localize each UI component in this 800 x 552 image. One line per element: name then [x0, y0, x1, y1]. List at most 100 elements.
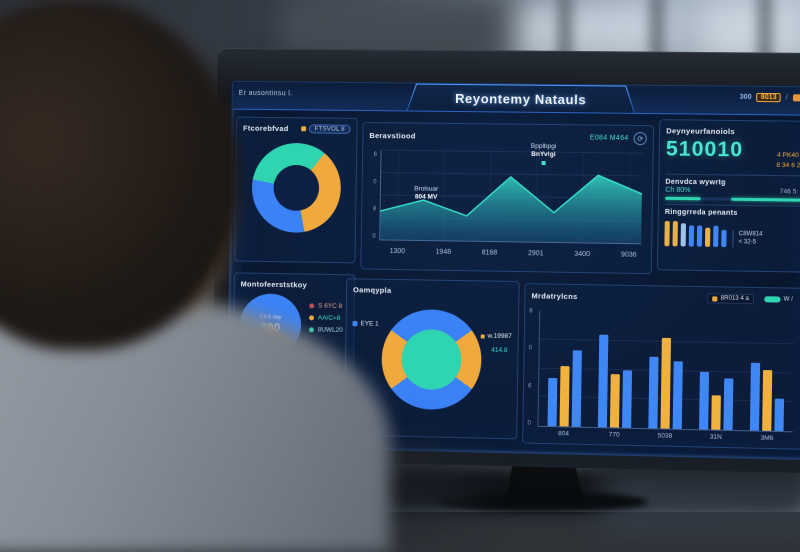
legend-label: AA/C=8: [317, 314, 341, 322]
window-frame: [652, 0, 662, 100]
kpi-value: 510010: [665, 137, 744, 162]
dashboard: Er ausontinsu l. Reyontemy Natauls 300 8…: [227, 81, 800, 459]
mini-bar: [704, 227, 711, 247]
legend-item-orange[interactable]: 8R013 4 a: [707, 293, 755, 305]
bar[interactable]: [774, 398, 785, 432]
topbar-badge[interactable]: 8013: [756, 92, 781, 103]
area-chart-title: Beravstiood: [369, 131, 416, 141]
subsection-left-value: Ch 80%: [665, 186, 691, 194]
legend-label: 8UWL20: [317, 326, 343, 334]
chart-annotation-top: Bpplbpgi BnYv!gi: [531, 143, 556, 165]
svg-text:9036: 9036: [621, 252, 637, 259]
topbar-title-frame: Reyontemy Natauls: [406, 84, 635, 114]
filter-pill[interactable]: FTSVOL 8: [308, 124, 351, 134]
pie-panel-title: Montofeerststkoy: [240, 279, 308, 290]
bar-chart-legend: 8R013 4 a W /: [707, 293, 797, 305]
bar[interactable]: [723, 378, 734, 431]
donut2-chart[interactable]: [380, 308, 483, 411]
legend-item-teal[interactable]: W /: [760, 295, 797, 304]
bar-category-label: 804: [558, 430, 570, 438]
page-title: Reyontemy Natauls: [454, 90, 587, 107]
bar[interactable]: [559, 366, 570, 427]
bar-chart[interactable]: 804 770 5038 31N 3M6: [537, 310, 795, 442]
bar[interactable]: [547, 377, 557, 427]
legend-item[interactable]: S 6YC 8: [309, 302, 343, 310]
chart-annotation-mid: Brolsuar 804 MV: [414, 185, 439, 202]
mini-bar: [721, 230, 727, 247]
bar[interactable]: [711, 394, 722, 430]
progress-bar: [665, 196, 800, 202]
bar[interactable]: [750, 363, 761, 431]
legend-dot-icon: [309, 303, 315, 309]
mini-bar: [713, 225, 719, 247]
subsection-title: Denvdca wywrtg: [665, 178, 726, 187]
mini-bar: [688, 225, 695, 247]
donut2-title: Oamqypla: [352, 285, 392, 295]
panel-area-chart: Beravstiood E084 M464 ⟳ 1300 1948 8168 2901…: [360, 121, 655, 275]
teal-pill-icon: [764, 296, 781, 303]
panel-donut: Ftcorebfvad FTSVOL 8: [234, 116, 358, 264]
screen: Er ausontinsu l. Reyontemy Natauls 300 8…: [226, 80, 800, 461]
svg-text:0: 0: [372, 234, 376, 240]
orange-swatch-icon: [712, 295, 718, 301]
legend-item[interactable]: 8UWL20: [308, 326, 343, 334]
panel-stats: Deynyeurfanoiols 510010 4 PK40 0 8 34 6 …: [656, 119, 800, 273]
svg-text:8168: 8168: [482, 249, 498, 256]
bar[interactable]: [699, 371, 710, 430]
mini-bars-caption: C8W814 < 32-5: [732, 229, 763, 248]
blue-swatch-icon: [352, 321, 358, 327]
legend-item[interactable]: AA/C=8: [309, 314, 343, 322]
bar-category-label: 3M6: [760, 434, 774, 443]
donut-chart[interactable]: [250, 142, 341, 234]
legend-label: S 6YC 8: [318, 302, 343, 310]
panel-donut-title: Ftcorebfvad: [242, 123, 289, 134]
svg-text:3400: 3400: [574, 251, 590, 258]
topbar-right-cluster: 300 8013 /: [739, 92, 800, 103]
svg-text:2901: 2901: [528, 250, 544, 257]
bar[interactable]: [621, 369, 632, 428]
topbar-separator: /: [785, 94, 788, 102]
marker-icon: [541, 160, 546, 165]
bar[interactable]: [672, 361, 683, 429]
topbar-left-text: Er ausontinsu l.: [238, 89, 293, 98]
area-chart[interactable]: 1300 1948 8168 2901 3400 9036 6 0 8 0: [367, 144, 648, 266]
mini-bar: [664, 220, 670, 246]
dashboard-topbar: Er ausontinsu l. Reyontemy Natauls 300 8…: [232, 81, 800, 116]
monitor-stand-base: [438, 492, 648, 512]
bar-category-label: 5038: [657, 432, 673, 440]
topbar-orange-pill[interactable]: [792, 94, 800, 102]
svg-text:1948: 1948: [436, 249, 452, 256]
bar-chart-title: Mrdatrylcns: [531, 290, 578, 301]
orange-swatch-icon: [480, 333, 485, 339]
refresh-icon[interactable]: ⟳: [633, 131, 647, 146]
mini-bar: [696, 225, 703, 247]
divider: [665, 203, 800, 207]
donut2-legend-item[interactable]: 414.8: [491, 346, 508, 354]
bar[interactable]: [648, 356, 659, 429]
donut2-legend-item[interactable]: w.19987: [480, 332, 512, 340]
svg-text:8: 8: [373, 206, 377, 212]
bar[interactable]: [609, 374, 620, 428]
bar[interactable]: [597, 334, 609, 428]
orange-dot-icon: [300, 126, 306, 132]
donut2-legend-item[interactable]: EYE 1: [352, 320, 379, 328]
panel-donut-filter[interactable]: FTSVOL 8: [300, 124, 351, 134]
mini-bars-title: Ringgrreda penants: [664, 208, 738, 217]
legend-dot-icon: [309, 315, 315, 321]
bar[interactable]: [571, 350, 582, 427]
svg-text:6: 6: [374, 152, 378, 158]
donut-hole: [272, 164, 319, 212]
stats-title: Deynyeurfanoiols: [666, 126, 736, 137]
bar[interactable]: [762, 370, 773, 431]
mini-bar-chart: [664, 219, 727, 247]
donut2-center: [401, 329, 462, 391]
bar-category-label: 31N: [709, 433, 722, 441]
svg-text:1300: 1300: [390, 248, 406, 255]
monitor: Er ausontinsu l. Reyontemy Natauls 300 8…: [211, 48, 800, 474]
topbar-value: 300: [739, 93, 752, 101]
bar[interactable]: [660, 338, 671, 429]
mini-bar: [672, 220, 678, 246]
subsection-right-value: 746 5: 8: [779, 187, 800, 196]
